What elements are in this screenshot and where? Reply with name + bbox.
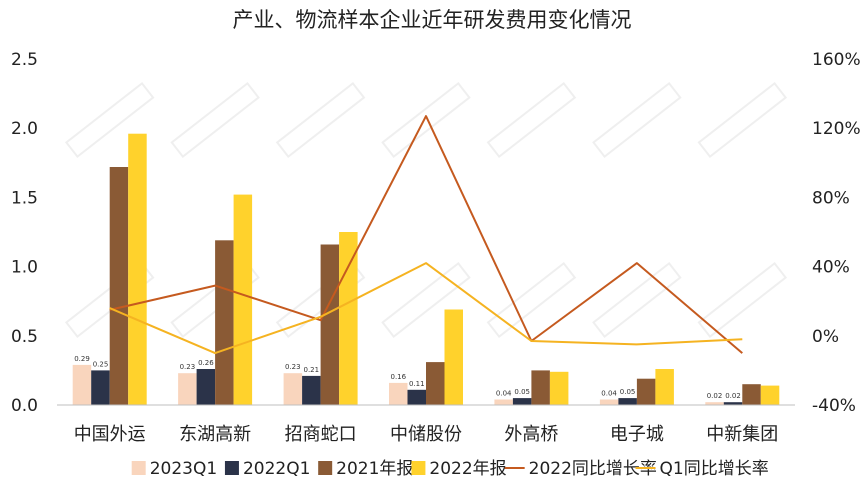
legend-label: 2022Q1 bbox=[243, 459, 310, 479]
bar bbox=[444, 309, 463, 405]
data-label: 0.05 bbox=[514, 388, 530, 396]
bar bbox=[109, 167, 129, 405]
watermark-mark bbox=[486, 81, 577, 159]
bar bbox=[599, 399, 619, 405]
bar bbox=[705, 402, 724, 405]
bar bbox=[178, 373, 197, 405]
bar bbox=[407, 389, 426, 405]
legend-swatch bbox=[411, 461, 426, 475]
watermark-mark bbox=[592, 261, 682, 339]
left-axis-tick-label: 2.0 bbox=[11, 119, 38, 139]
bar bbox=[72, 364, 92, 405]
data-label: 0.05 bbox=[620, 388, 636, 396]
bar bbox=[215, 240, 234, 405]
bar bbox=[512, 398, 532, 405]
axes-layer: 0.0 0.5 1.0 1.5 2.0 2.5 -40% 0% 40% 80% 120% 160% 中国… bbox=[11, 50, 861, 445]
legend-label: 2021年报 bbox=[336, 459, 413, 479]
legend-swatch bbox=[131, 461, 146, 475]
data-label: 0.29 bbox=[74, 355, 90, 363]
data-label: 0.11 bbox=[409, 380, 425, 388]
bar bbox=[320, 244, 340, 405]
labels-layer: 0.29 0.23 0.23 0.16 0.04 0.04 0.02 0.25 0.26 0.21… bbox=[74, 355, 741, 400]
left-axis-tick-label: 2.5 bbox=[11, 50, 38, 70]
legend-layer: 2023Q1 2022Q1 2021年报 2022年报 2022同比增长率 Q1同比增长率 bbox=[131, 459, 769, 479]
chart-title: 产业、物流样本企业近年研发费用变化情况 bbox=[233, 8, 632, 32]
data-label: 0.23 bbox=[180, 363, 196, 371]
legend-label: 2022同比增长率 bbox=[529, 459, 657, 479]
watermark-mark bbox=[381, 261, 471, 339]
bar bbox=[128, 133, 147, 405]
data-label: 0.16 bbox=[391, 373, 407, 381]
left-axis-tick-label: 0.0 bbox=[11, 396, 38, 416]
legend-label: 2022年报 bbox=[429, 459, 506, 479]
data-label: 0.02 bbox=[707, 392, 723, 400]
data-label: 0.04 bbox=[601, 390, 617, 398]
category-label: 中新集团 bbox=[706, 424, 778, 445]
series-line bbox=[109, 115, 743, 354]
lines-layer bbox=[109, 115, 743, 355]
category-label: 中储股份 bbox=[390, 424, 462, 445]
watermark-mark bbox=[697, 261, 788, 339]
data-label: 0.04 bbox=[496, 390, 512, 398]
right-axis-tick-label: 80% bbox=[812, 188, 850, 208]
watermark-mark bbox=[64, 81, 155, 159]
data-label: 0.25 bbox=[93, 360, 109, 368]
category-label: 东湖高新 bbox=[179, 424, 251, 445]
right-axis-tick-label: -40% bbox=[812, 396, 856, 416]
data-label: 0.26 bbox=[198, 359, 214, 367]
bar bbox=[618, 398, 637, 405]
bar bbox=[636, 378, 656, 405]
right-axis-tick-label: 40% bbox=[812, 258, 850, 278]
bar bbox=[742, 384, 761, 405]
category-label: 电子城 bbox=[610, 424, 664, 445]
bar bbox=[233, 194, 253, 405]
data-label: 0.23 bbox=[285, 363, 301, 371]
bar bbox=[531, 370, 550, 405]
bar bbox=[494, 399, 513, 405]
right-axis-tick-label: 120% bbox=[812, 119, 861, 139]
bar bbox=[196, 369, 216, 405]
category-label: 外高桥 bbox=[504, 424, 558, 445]
watermark-mark bbox=[592, 81, 682, 159]
watermark-mark bbox=[275, 81, 366, 159]
bar bbox=[426, 362, 445, 405]
legend-label: Q1同比增长率 bbox=[660, 459, 769, 479]
watermark-mark bbox=[381, 81, 471, 159]
left-axis-tick-label: 0.5 bbox=[11, 327, 38, 347]
bar bbox=[760, 385, 780, 405]
right-axis-tick-label: 160% bbox=[812, 50, 861, 70]
legend-swatch bbox=[224, 461, 239, 475]
legend-label: 2023Q1 bbox=[150, 459, 217, 479]
watermark-mark bbox=[697, 81, 788, 159]
left-axis-tick-label: 1.0 bbox=[11, 258, 38, 278]
category-label: 中国外运 bbox=[74, 424, 146, 445]
bar bbox=[91, 370, 110, 405]
series-line bbox=[109, 262, 743, 355]
left-axis-tick-label: 1.5 bbox=[11, 188, 38, 208]
data-label: 0.02 bbox=[725, 392, 741, 400]
bar bbox=[339, 232, 358, 405]
data-label: 0.21 bbox=[304, 366, 320, 374]
bar bbox=[549, 371, 569, 405]
bar bbox=[655, 369, 674, 405]
bar bbox=[389, 382, 408, 405]
bar bbox=[302, 375, 321, 405]
watermark-mark bbox=[486, 261, 577, 339]
right-axis-tick-label: 0% bbox=[812, 327, 839, 347]
bar bbox=[723, 402, 743, 405]
category-label: 招商蛇口 bbox=[285, 424, 357, 445]
watermark-mark bbox=[170, 81, 260, 159]
bar bbox=[283, 373, 303, 405]
legend-swatch bbox=[318, 461, 333, 475]
